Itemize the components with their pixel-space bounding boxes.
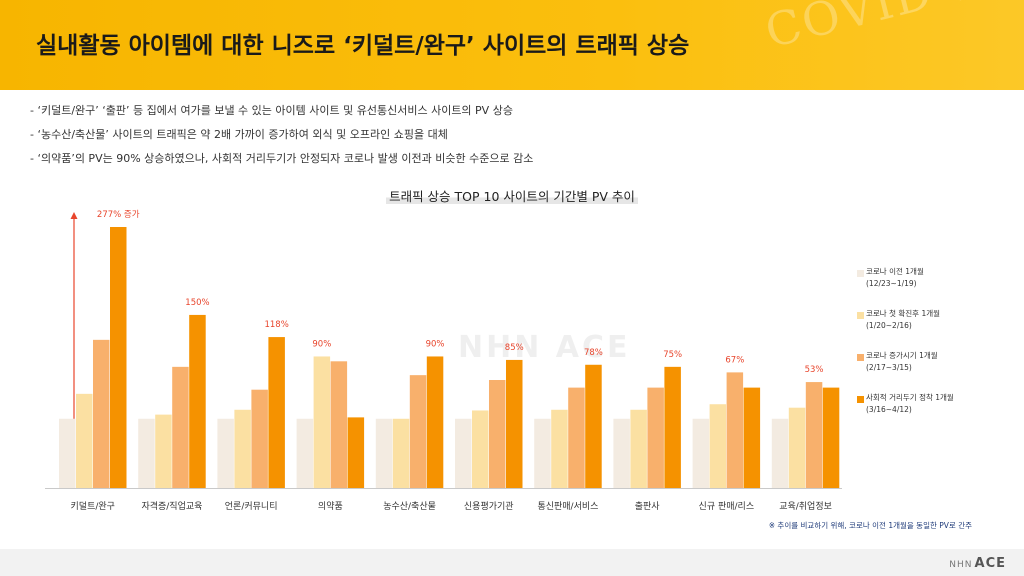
legend-name: 코로나 이전 1개월 [866,267,924,276]
bar [313,356,331,488]
logo-text: ACE [974,556,1006,571]
legend-label: 코로나 첫 확진후 1개월 (1/20~2/16) [866,308,940,332]
bar [692,418,710,488]
bar [489,380,506,488]
bar [506,359,523,488]
bar [347,417,365,488]
data-label: 90% [426,339,445,349]
legend-swatch [857,312,864,319]
legend-period: (12/23~1/19) [866,279,917,288]
legend-period: (3/16~4/12) [866,405,912,414]
legend-swatch [857,396,864,403]
bullet-item: - ‘키덜트/완구’ ‘출판’ 등 집에서 여가를 보낼 수 있는 아이템 사이… [30,104,513,117]
bar [822,387,840,488]
legend-label: 코로나 이전 1개월 (12/23~1/19) [866,266,924,290]
bar [613,418,630,488]
data-label: 277% 증가 [97,210,140,220]
data-label: 75% [663,350,682,360]
bar [375,418,393,488]
bar [330,361,348,488]
data-label: 78% [584,348,603,358]
logo-prefix: NHN [949,560,973,570]
legend-swatch [857,270,864,277]
bar [585,364,602,488]
bar [59,418,76,488]
data-label: 150% [185,298,209,308]
bar [788,407,806,488]
x-tick-label: 키덜트/완구 [71,500,115,512]
legend-period: (1/20~2/16) [866,321,912,330]
bar [726,372,744,488]
bar [771,418,789,488]
legend-name: 코로나 첫 확진후 1개월 [866,309,941,318]
bar [93,339,110,488]
header-banner: 실내활동 아이템에 대한 니즈로 ‘키덜트/완구’ 사이트의 트래픽 상승 CO… [0,0,1024,90]
data-label: 118% [264,320,288,330]
x-tick-label: 자격증/직업교육 [141,500,202,512]
data-label: 53% [805,365,824,375]
page-title: 실내활동 아이템에 대한 니즈로 ‘키덜트/완구’ 사이트의 트래픽 상승 [36,33,690,59]
bar [217,418,234,488]
bar [455,418,472,488]
legend-name: 사회적 거리두기 정착 1개월 [866,393,954,402]
bullet-item: - ‘농수산/축산물’ 사이트의 트래픽은 약 2배 가까이 증가하여 외식 및… [30,128,448,141]
chart-footnote: ※ 추이를 비교하기 위해, 코로나 이전 1개월을 동일한 PV로 간주 [768,521,972,530]
x-tick-label: 의약품 [318,500,343,512]
data-label: 85% [505,343,524,353]
bar [172,366,189,488]
data-label: 67% [725,355,744,365]
x-tick-label: 신규 판매/리스 [699,501,755,512]
company-logo: NHN ACE [949,556,1006,571]
legend-label: 코로나 증가시기 1개월 (2/17~3/15) [866,350,938,374]
bar [664,366,681,488]
bar [426,356,444,488]
x-tick-label: 출판사 [635,501,661,512]
legend-period: (2/17~3/15) [866,363,912,372]
bar [743,387,761,488]
bar [138,418,155,488]
bar [189,314,206,488]
bar [534,418,551,488]
bar [268,337,285,488]
bar [76,393,93,488]
legend-swatch [857,354,864,361]
x-tick-label: 교육/취업정보 [779,501,832,512]
bar [709,404,727,488]
bar [472,410,489,488]
bullet-list: - ‘키덜트/완구’ ‘출판’ 등 집에서 여가를 보낼 수 있는 아이템 사이… [30,101,533,173]
bar [551,409,568,488]
increase-arrow-head [70,212,78,219]
bullet-item: - ‘의약품’의 PV는 90% 상승하였으나, 사회적 거리두기가 안정되자 … [30,152,534,165]
bar [647,387,664,488]
bar [630,409,647,488]
center-watermark: NHN ACE [458,330,631,365]
bar [234,409,251,488]
x-tick-label: 통신판매/서비스 [537,501,598,512]
bar [568,387,585,488]
bar [296,418,314,488]
legend-label: 사회적 거리두기 정착 1개월 (3/16~4/12) [866,392,954,416]
data-label: 90% [312,339,331,349]
bar [805,382,823,488]
bar [392,418,410,488]
bar [155,414,172,488]
bar [110,227,127,488]
legend-name: 코로나 증가시기 1개월 [866,351,938,360]
x-tick-label: 언론/커뮤니티 [225,500,278,512]
footer-bar: NHN ACE [0,549,1024,576]
bar [251,389,268,488]
chart-title-wrap: 트래픽 상승 TOP 10 사이트의 기간별 PV 추이 [0,186,1024,205]
x-tick-label: 농수산/축산물 [383,501,436,512]
chart-title: 트래픽 상승 TOP 10 사이트의 기간별 PV 추이 [386,189,638,204]
bar [409,375,427,488]
x-tick-label: 신용평가기관 [464,501,514,512]
